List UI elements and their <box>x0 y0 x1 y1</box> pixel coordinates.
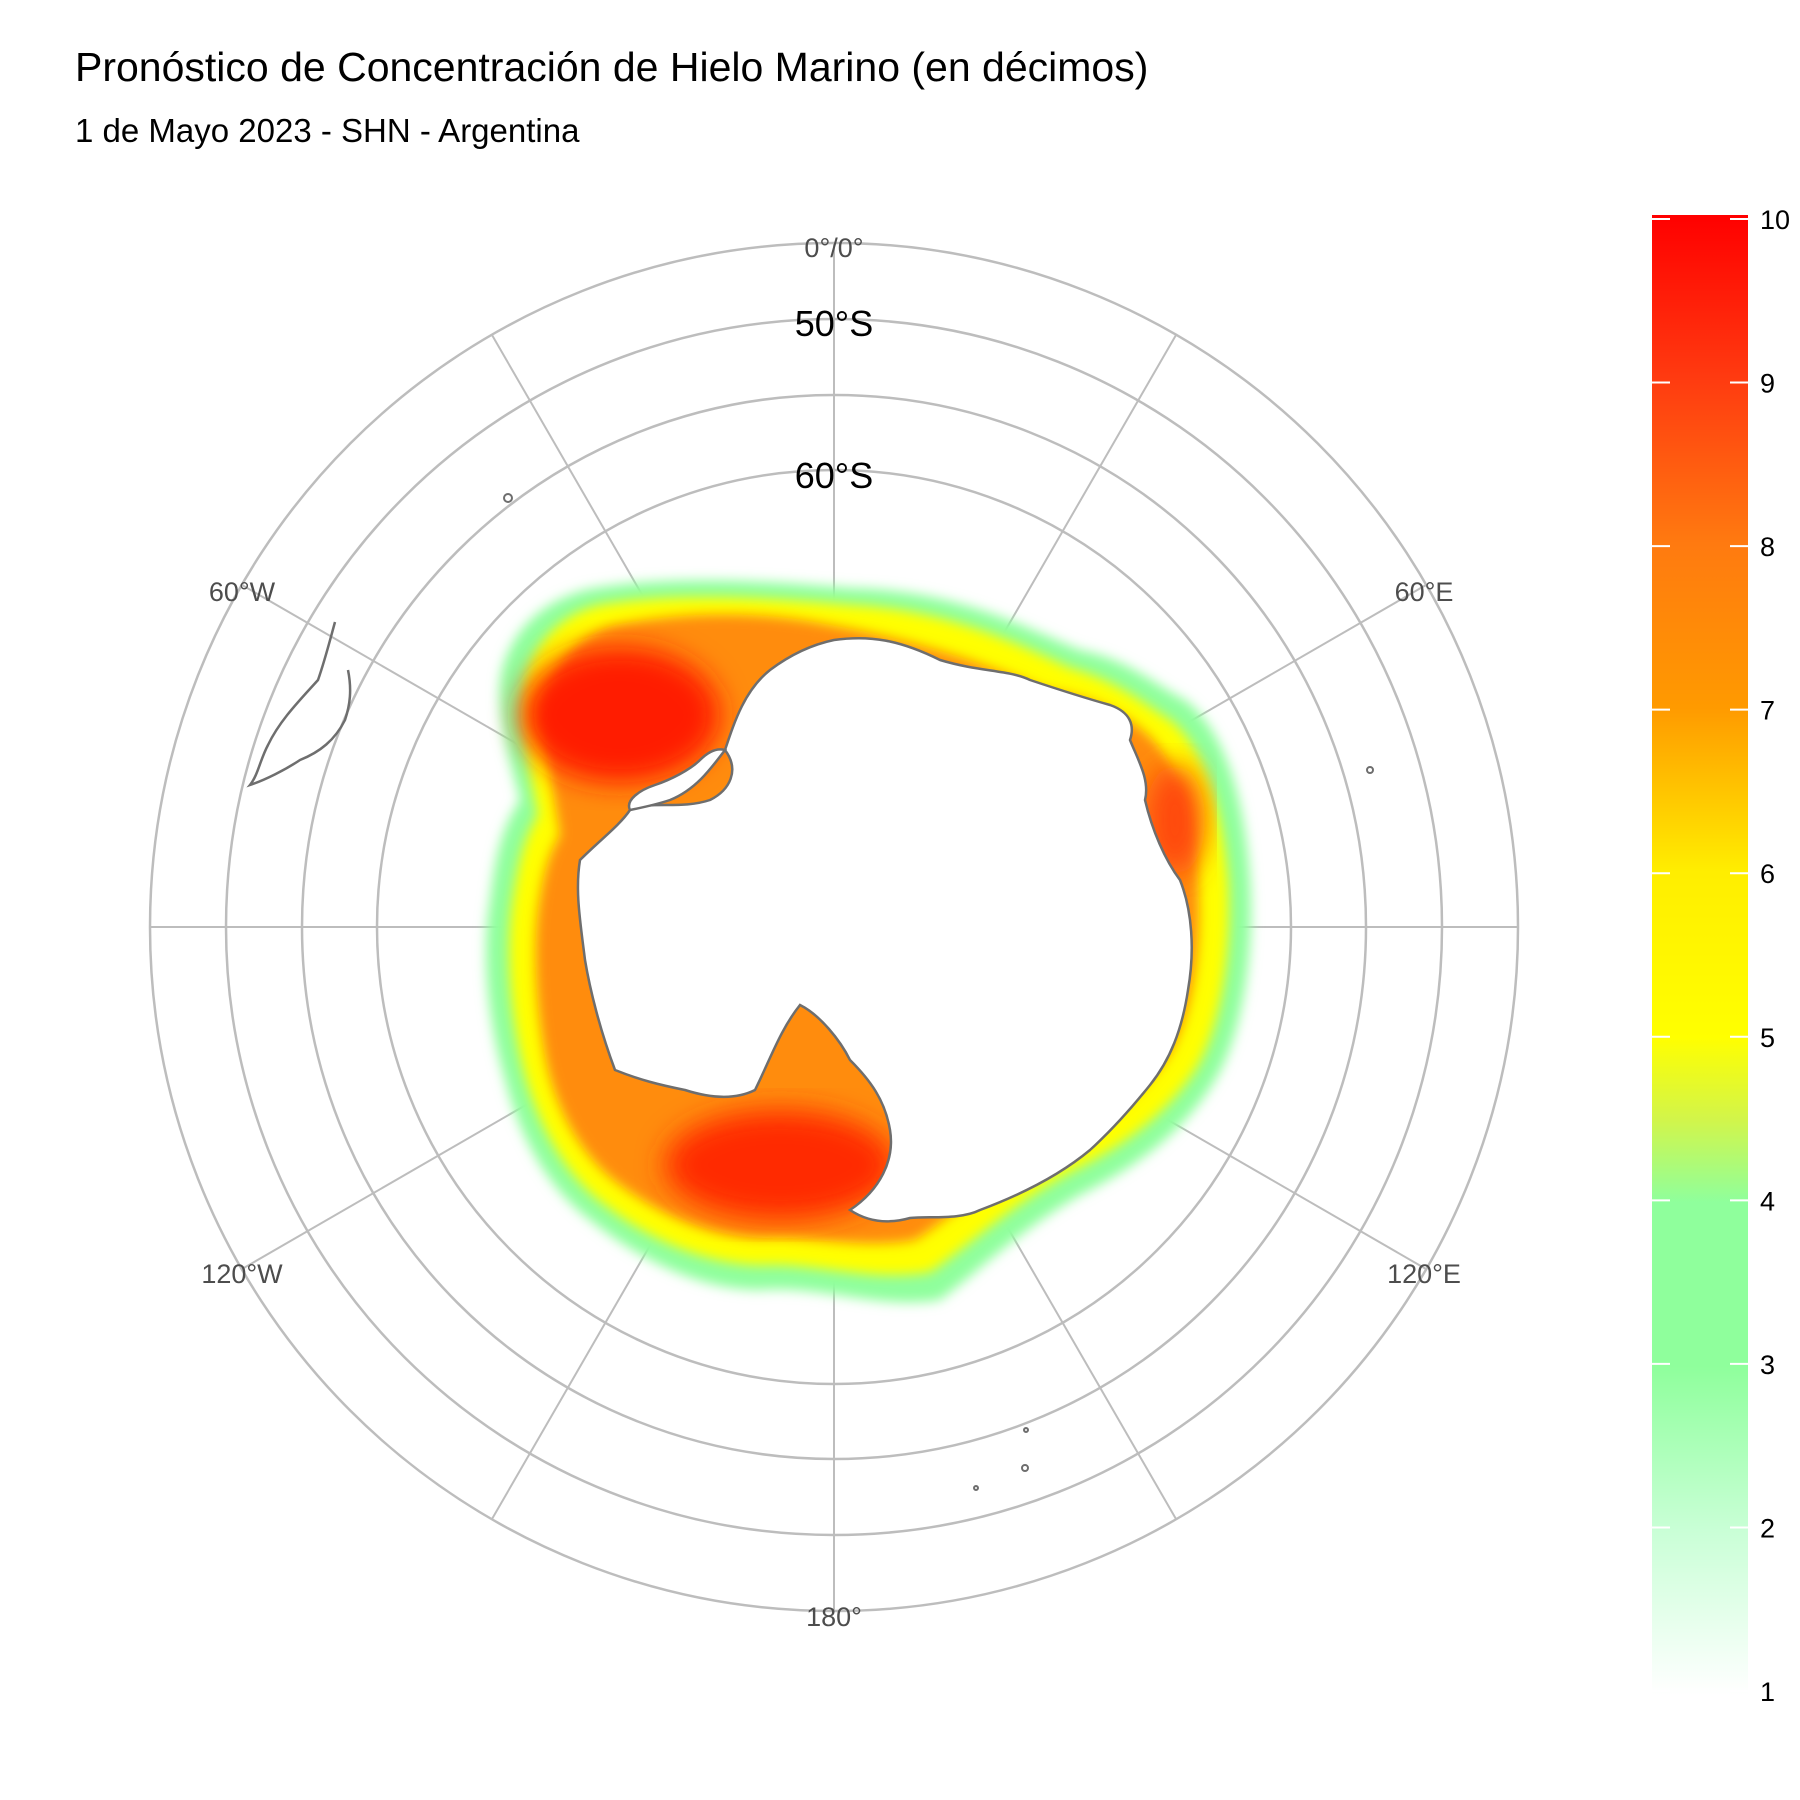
lon-label-120w: 120°W <box>201 1259 283 1289</box>
legend-tick-label: 8 <box>1760 532 1775 562</box>
legend-tick-label: 10 <box>1760 205 1790 235</box>
lon-label-120e: 120°E <box>1387 1259 1461 1289</box>
legend-tick-labels: 10 9 8 7 6 5 4 3 2 1 <box>1760 205 1790 1707</box>
legend-tick-label: 1 <box>1760 1677 1775 1707</box>
map-subtitle: 1 de Mayo 2023 - SHN - Argentina <box>75 112 580 149</box>
legend-tick-marks <box>1652 218 1748 1692</box>
lon-label-60e: 60°E <box>1395 577 1454 607</box>
island-macquarie <box>1021 1464 1029 1472</box>
south-america-coast <box>246 621 352 788</box>
lat-label-60s: 60°S <box>795 455 873 496</box>
color-legend: 10 9 8 7 6 5 4 3 2 1 <box>1652 205 1790 1707</box>
island-auckland <box>973 1485 979 1491</box>
legend-tick-label: 4 <box>1760 1186 1775 1216</box>
island-south-georgia <box>503 493 513 503</box>
lon-label-60w: 60°W <box>209 577 276 607</box>
lon-label-top: 0°/0° <box>804 233 863 263</box>
legend-tick-label: 6 <box>1760 859 1775 889</box>
legend-colorbar <box>1652 215 1748 1695</box>
lat-label-50s: 50°S <box>795 303 873 344</box>
island-kerguelen <box>1366 766 1374 774</box>
legend-tick-label: 3 <box>1760 1350 1775 1380</box>
island-campbell <box>1023 1427 1029 1433</box>
map-title: Pronóstico de Concentración de Hielo Mar… <box>75 44 1149 90</box>
weddell-sea-max <box>520 647 720 783</box>
antarctica-coast <box>576 636 1193 1223</box>
antarctica <box>576 636 1193 1223</box>
legend-tick-label: 5 <box>1760 1023 1775 1053</box>
antarctic-peninsula <box>627 748 728 812</box>
ross-sea-max <box>665 1110 895 1220</box>
legend-tick-label: 2 <box>1760 1513 1775 1543</box>
legend-tick-label: 9 <box>1760 369 1775 399</box>
legend-tick-label: 7 <box>1760 696 1775 726</box>
lon-label-180: 180° <box>806 1602 862 1632</box>
